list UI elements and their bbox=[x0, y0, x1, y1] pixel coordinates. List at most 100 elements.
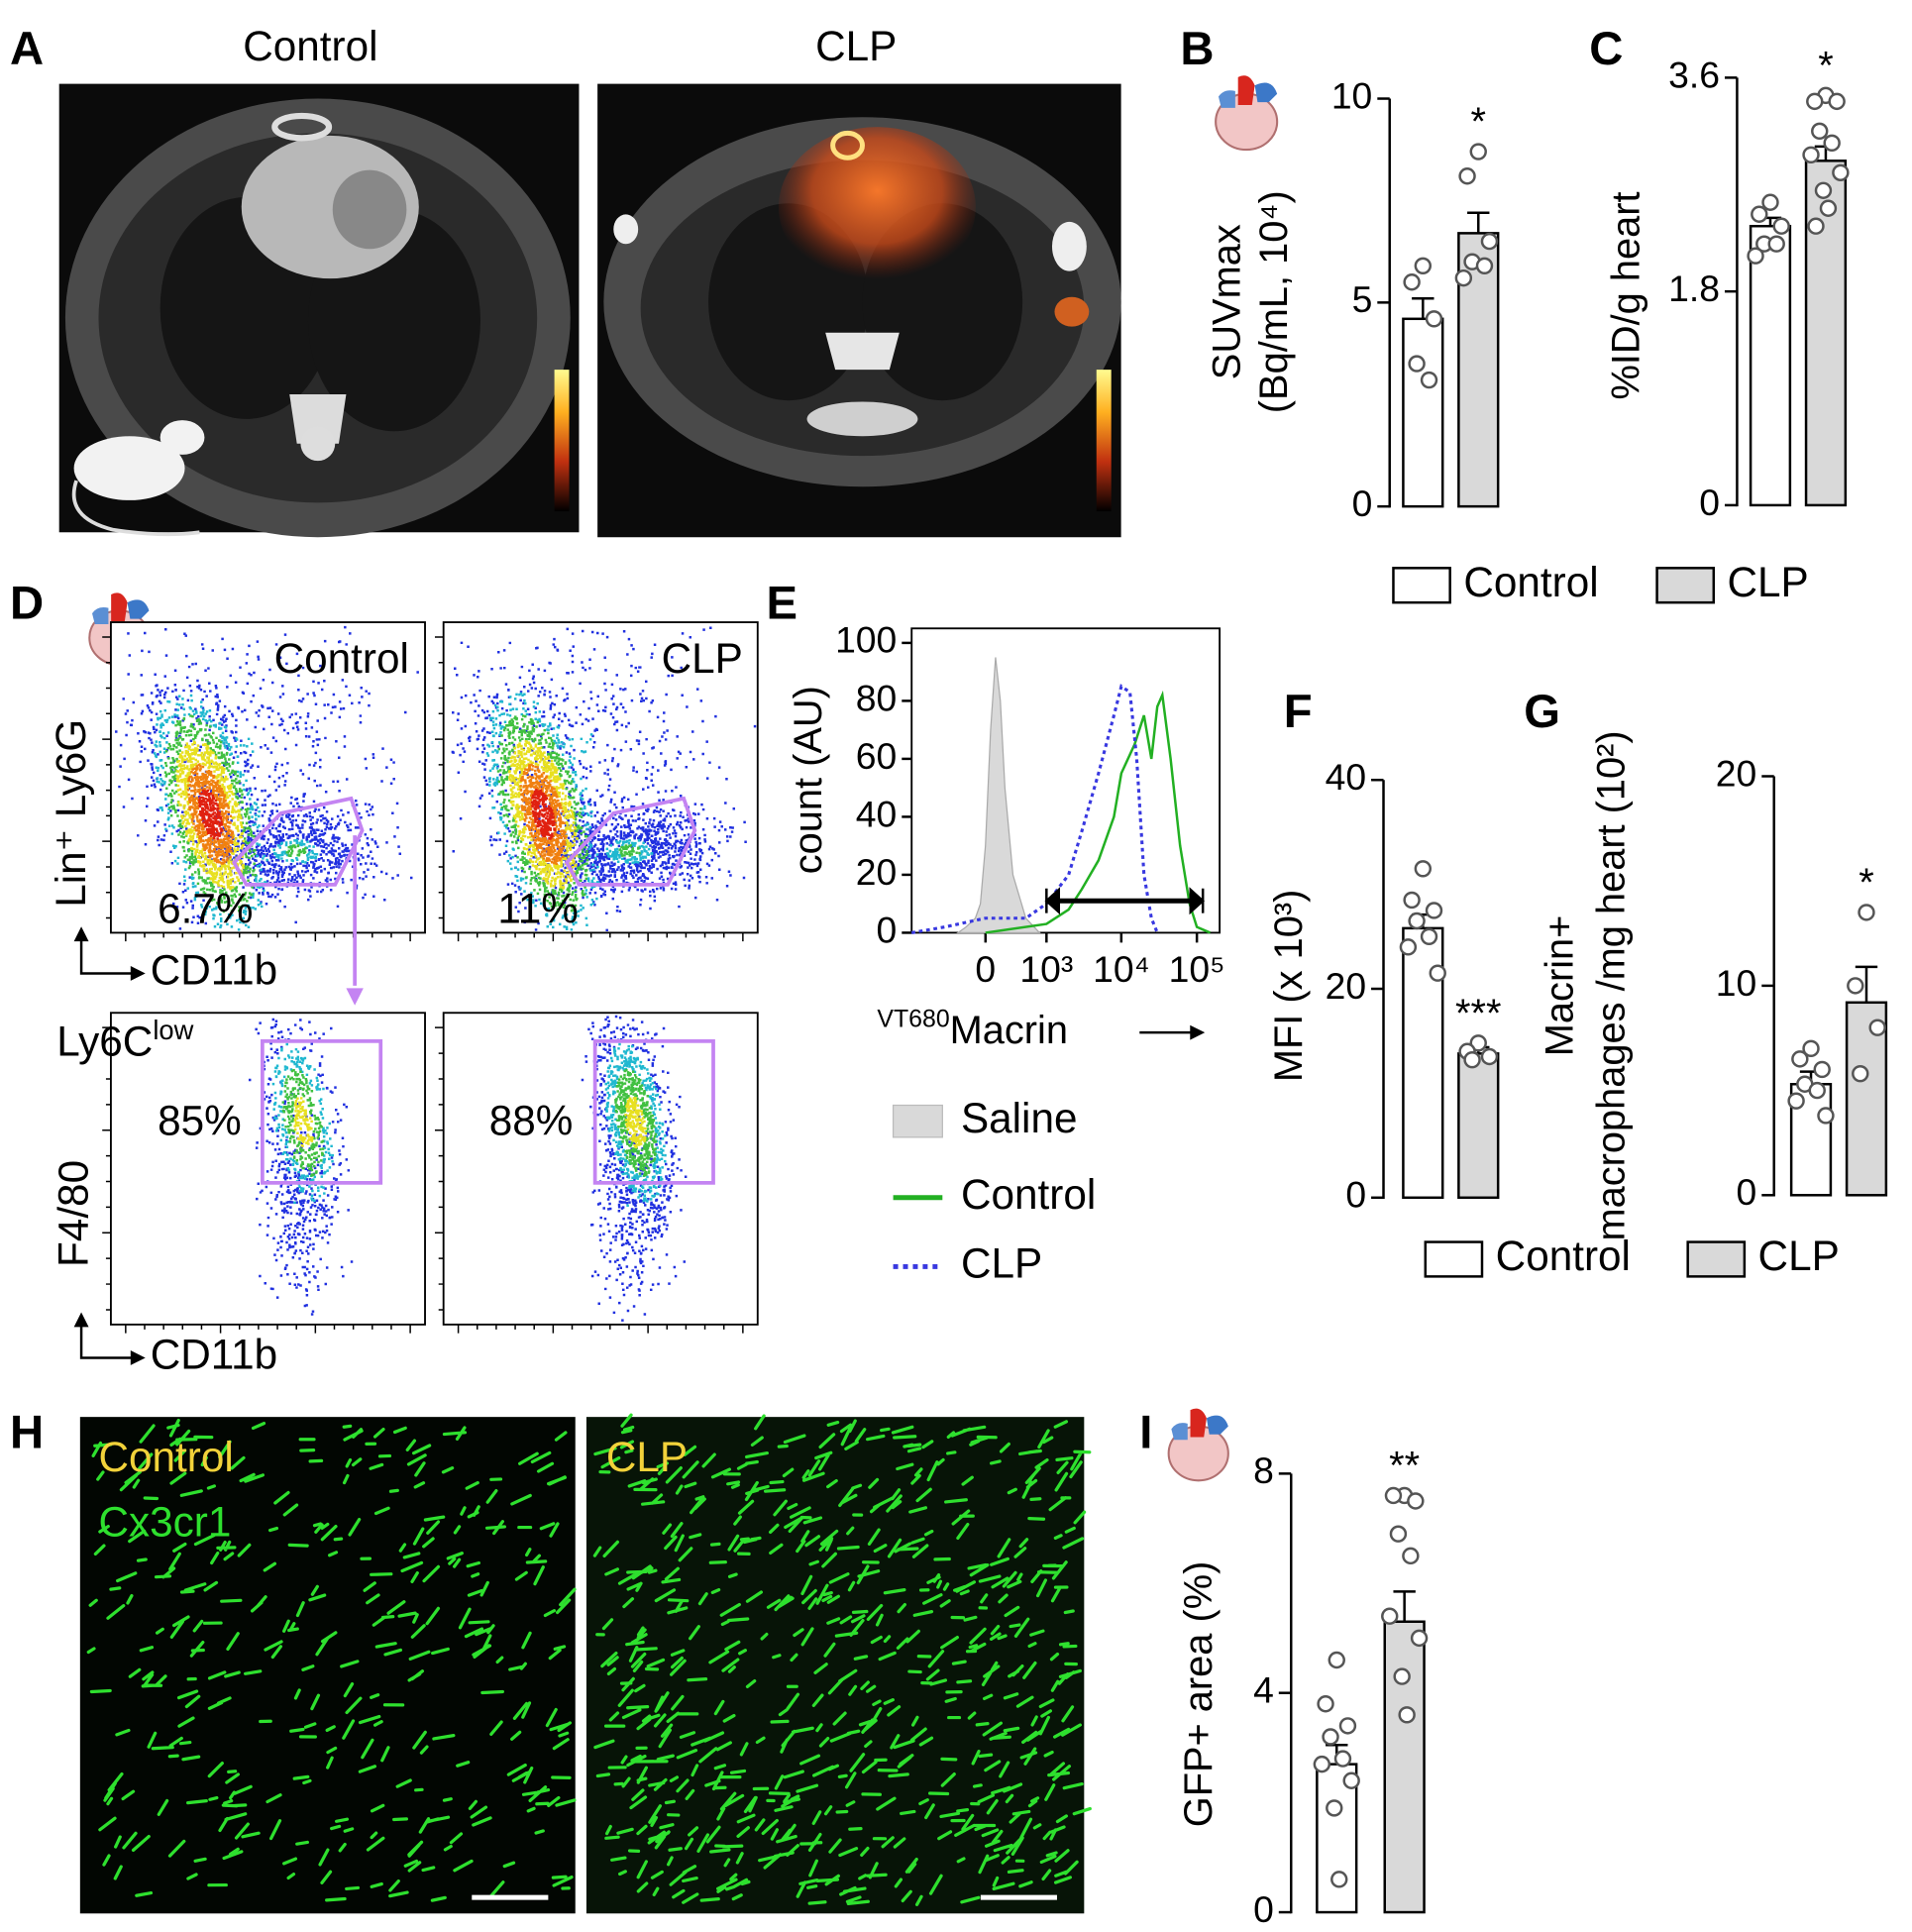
legend-swatch bbox=[892, 1104, 943, 1138]
gate bbox=[592, 1038, 715, 1185]
minor-ticks bbox=[434, 1026, 744, 1334]
data-point bbox=[1420, 927, 1438, 946]
y-tick-label: 100 bbox=[835, 619, 897, 661]
y-tick-label: 8 bbox=[1253, 1449, 1274, 1491]
image-title: Control bbox=[98, 1434, 233, 1480]
data-point bbox=[1817, 1107, 1835, 1125]
histogram-curve bbox=[910, 684, 1159, 934]
data-point bbox=[1429, 964, 1446, 982]
flow-events bbox=[624, 1097, 648, 1149]
legend-label: Control bbox=[961, 1171, 1096, 1218]
significance: ** bbox=[1389, 1445, 1420, 1488]
y-tick-label: 60 bbox=[856, 735, 898, 777]
data-point bbox=[1398, 1706, 1416, 1724]
data-point bbox=[1480, 1047, 1499, 1066]
gate bbox=[564, 796, 697, 887]
gate bbox=[261, 1038, 383, 1185]
data-point bbox=[1832, 163, 1850, 181]
gate-percent: 88% bbox=[489, 1097, 574, 1143]
subset-name: Ly6C bbox=[56, 1019, 153, 1065]
y-axis-label: (Bq/mL, 10⁴) bbox=[1252, 190, 1296, 413]
y-tick-label: 20 bbox=[1326, 965, 1367, 1007]
data-point bbox=[1463, 1050, 1481, 1069]
legend-label: Control bbox=[1496, 1233, 1631, 1279]
legend-label: CLP bbox=[961, 1240, 1042, 1287]
data-point bbox=[1811, 122, 1829, 141]
data-point bbox=[1475, 257, 1494, 275]
y-axis-label: %ID/g heart bbox=[1604, 191, 1647, 399]
cell-streaks bbox=[86, 1419, 577, 1902]
data-point bbox=[1813, 1060, 1831, 1079]
bar bbox=[1749, 224, 1792, 507]
flow-events bbox=[293, 1097, 314, 1147]
y-axis-label: SUVmax bbox=[1206, 224, 1249, 379]
y-tick-label: 0 bbox=[1699, 482, 1720, 523]
data-point bbox=[1313, 1755, 1331, 1773]
data-point bbox=[1420, 371, 1438, 389]
legend-label: CLP bbox=[1758, 1233, 1840, 1279]
significance: * bbox=[1859, 861, 1873, 905]
y-axis-label: GFP+ area (%) bbox=[1177, 1561, 1221, 1828]
micrograph-control bbox=[79, 1417, 576, 1914]
axis-label: CD11b bbox=[151, 1332, 277, 1378]
data-point bbox=[1342, 1771, 1360, 1789]
data-point bbox=[1751, 205, 1768, 223]
y-tick-label: 0 bbox=[877, 909, 898, 950]
minor-ticks bbox=[434, 636, 744, 942]
x-tick-label: 0 bbox=[975, 948, 996, 990]
data-point bbox=[1806, 92, 1824, 111]
error-bar bbox=[1467, 211, 1490, 234]
legend-label: Saline bbox=[961, 1095, 1078, 1141]
gate-percent: 11% bbox=[497, 885, 578, 931]
flow-events bbox=[198, 789, 224, 840]
y-tick-label: 0 bbox=[1352, 483, 1373, 524]
data-point bbox=[1458, 167, 1476, 185]
panel-label: F bbox=[1284, 686, 1313, 738]
data-point bbox=[1317, 1695, 1334, 1713]
data-point bbox=[1802, 146, 1820, 164]
error-bar bbox=[1412, 296, 1434, 319]
flow-events bbox=[496, 714, 641, 913]
bar bbox=[1457, 1052, 1500, 1200]
gate-percent: 85% bbox=[158, 1097, 242, 1143]
data-point bbox=[1328, 1651, 1345, 1669]
data-point bbox=[1414, 860, 1433, 878]
legend-label: CLP bbox=[1727, 559, 1808, 605]
data-point bbox=[1425, 902, 1443, 919]
plot-title: CLP bbox=[662, 635, 743, 682]
y-axis-label: Macrin+ bbox=[1538, 915, 1581, 1057]
plot-frame bbox=[910, 627, 1222, 934]
data-point bbox=[1828, 92, 1846, 111]
gate-percent: 6.7% bbox=[158, 885, 253, 931]
arrow-head bbox=[346, 988, 364, 1006]
panel-label: A bbox=[10, 23, 44, 75]
y-tick-label: 20 bbox=[1716, 752, 1757, 794]
arrow-head bbox=[130, 966, 146, 981]
subset-sup: low bbox=[153, 1015, 193, 1045]
image-title: CLP bbox=[606, 1434, 688, 1480]
flow-events bbox=[163, 714, 307, 913]
legend-swatch bbox=[1655, 567, 1716, 604]
data-point bbox=[1772, 217, 1790, 235]
significance: * bbox=[1818, 45, 1833, 88]
ct-clp bbox=[597, 83, 1121, 538]
gate bbox=[231, 796, 365, 887]
x-label-sup: VT680 bbox=[877, 1005, 949, 1032]
panel-label: I bbox=[1139, 1406, 1152, 1458]
plot-title: Control bbox=[274, 635, 409, 682]
image-title: Control bbox=[243, 23, 377, 69]
data-point bbox=[1791, 1050, 1809, 1068]
axis-label: Lin⁺ Ly6G bbox=[48, 719, 94, 908]
histogram-curve bbox=[956, 657, 1041, 934]
flow-events bbox=[271, 1042, 335, 1205]
subset-label: Ly6Clow bbox=[56, 1015, 193, 1064]
bar bbox=[1383, 1620, 1426, 1914]
flow-plot-frame bbox=[109, 1012, 426, 1326]
data-point bbox=[1802, 1039, 1820, 1058]
data-point bbox=[1389, 1525, 1408, 1543]
y-tick-label: 10 bbox=[1716, 962, 1757, 1004]
data-point bbox=[1403, 891, 1421, 910]
significance: * bbox=[1471, 100, 1486, 144]
data-point bbox=[1384, 1486, 1403, 1505]
